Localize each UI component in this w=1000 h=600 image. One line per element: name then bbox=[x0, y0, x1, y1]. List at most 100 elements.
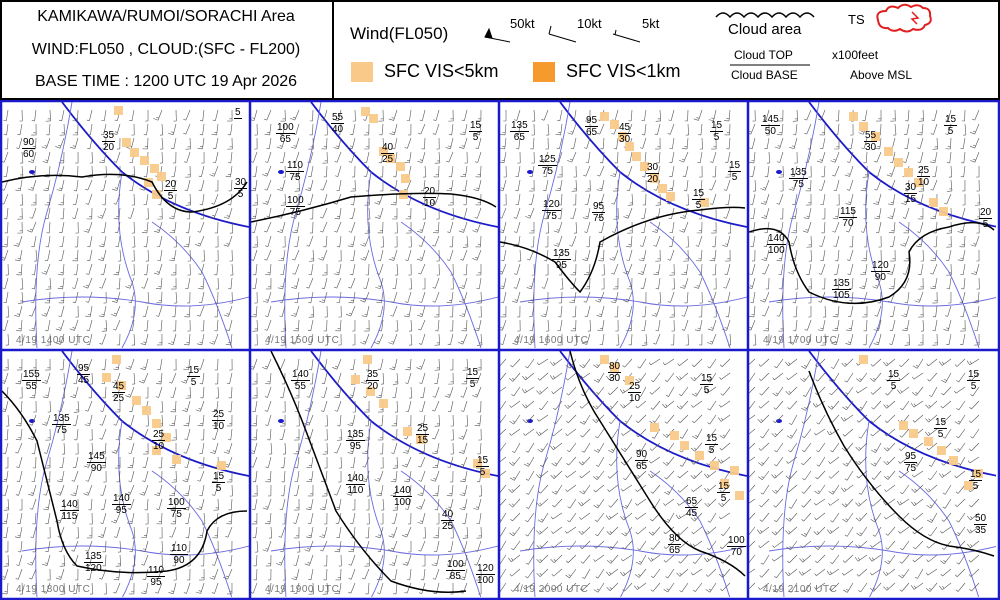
wind-barb-icon bbox=[267, 151, 272, 163]
wind-barb-icon bbox=[450, 540, 454, 552]
wind-barb-flag-icon bbox=[44, 562, 48, 564]
wind-barb-flag-icon bbox=[567, 159, 572, 163]
wind-barb-flag-icon bbox=[262, 174, 268, 177]
wind-barb-flag-icon bbox=[888, 188, 892, 191]
wind-barb-flag-icon bbox=[29, 217, 33, 219]
wind-barb-icon bbox=[436, 540, 440, 552]
wind-barb-flag-icon bbox=[653, 342, 657, 345]
wind-barb-icon bbox=[821, 263, 826, 275]
wind-barb-flag-icon bbox=[362, 298, 366, 301]
wind-barb-flag-icon bbox=[613, 299, 617, 301]
wind-barb-icon bbox=[586, 221, 591, 233]
wind-barb-flag-icon bbox=[889, 271, 893, 273]
wind-barb-icon bbox=[571, 235, 577, 247]
wind-barb-flag-icon bbox=[973, 243, 977, 245]
boundary-line bbox=[649, 221, 731, 348]
wind-barb-flag-icon bbox=[500, 189, 504, 191]
wind-barb-icon bbox=[598, 456, 605, 467]
wind-barb-flag-icon bbox=[805, 229, 809, 231]
wind-barb-icon bbox=[707, 470, 717, 478]
wind-barb-icon bbox=[312, 123, 314, 136]
wind-barb-flag-icon bbox=[154, 230, 160, 233]
cloud-base-value: 25 bbox=[113, 393, 125, 404]
wind-barb-flag-icon bbox=[819, 147, 823, 150]
wind-barb-flag-icon bbox=[169, 259, 175, 262]
boundary-line bbox=[898, 221, 980, 348]
wind-barb-flag-icon bbox=[142, 315, 146, 317]
wind-barb-icon bbox=[312, 305, 315, 317]
cloud-top-value: 140 bbox=[346, 473, 365, 485]
wind-barb-flag-icon bbox=[319, 301, 325, 303]
wind-barb-icon bbox=[524, 386, 535, 394]
wind-barb-icon bbox=[964, 235, 966, 248]
wind-barb-icon bbox=[102, 484, 107, 496]
wind-barb-icon bbox=[934, 277, 938, 289]
cloud-base-value: 110 bbox=[347, 485, 364, 496]
wind-barb-icon bbox=[821, 179, 826, 191]
wind-barb-icon bbox=[613, 263, 619, 275]
wind-barb-flag-icon bbox=[290, 117, 295, 121]
cloud-height-label: 140 100 bbox=[767, 233, 786, 256]
wind-barb-icon bbox=[976, 305, 980, 317]
wind-barb-flag-icon bbox=[363, 257, 367, 259]
wind-barb-flag-icon bbox=[599, 313, 602, 315]
wind-barb-flag-icon bbox=[556, 147, 560, 149]
wind-barb-flag-icon bbox=[293, 564, 297, 566]
cloud-top-value: 15 bbox=[212, 471, 226, 483]
wind-barb-flag-icon bbox=[306, 466, 312, 469]
wind-barb-icon bbox=[19, 526, 23, 538]
wind-barb-icon bbox=[795, 319, 798, 331]
wind-barb-icon bbox=[6, 235, 9, 247]
wind-barb-flag-icon bbox=[41, 314, 47, 317]
wind-barb-flag-icon bbox=[462, 506, 466, 508]
wind-barb-flag-icon bbox=[153, 272, 159, 275]
wind-barb-flag-icon bbox=[58, 173, 62, 175]
wind-barb-icon bbox=[552, 526, 563, 534]
wind-barb-icon bbox=[340, 428, 343, 440]
wind-barb-flag-icon bbox=[566, 463, 569, 466]
wind-barb-flag-icon bbox=[580, 435, 583, 438]
wind-barb-icon bbox=[764, 263, 770, 275]
wind-barb-flag-icon bbox=[635, 489, 638, 492]
wind-barb-icon bbox=[19, 512, 23, 524]
wind-barb-flag-icon bbox=[73, 394, 76, 396]
cloud-base-value: 15 bbox=[417, 435, 429, 446]
wind-barb-icon bbox=[810, 249, 812, 261]
wind-barb-flag-icon bbox=[276, 563, 282, 566]
wind-barb-flag-icon bbox=[226, 243, 230, 245]
wind-barb-flag-icon bbox=[15, 451, 18, 454]
wind-barb-flag-icon bbox=[650, 518, 653, 522]
wind-barb-flag-icon bbox=[816, 160, 822, 163]
wind-barb-flag-icon bbox=[280, 396, 284, 399]
wind-barb-flag-icon bbox=[72, 217, 76, 219]
wind-barb-icon bbox=[752, 193, 756, 205]
cloud-top-value: 15 bbox=[710, 120, 724, 132]
cloud-base-value: 75 bbox=[170, 509, 182, 520]
wind-barb-flag-icon bbox=[69, 328, 75, 331]
wind-barb-icon bbox=[172, 333, 177, 345]
wind-barb-flag-icon bbox=[724, 327, 728, 329]
wind-barb-flag-icon bbox=[390, 189, 396, 192]
wind-barb-icon bbox=[480, 484, 483, 496]
wind-barb-flag-icon bbox=[607, 476, 611, 479]
wind-barb-flag-icon bbox=[764, 257, 767, 259]
wind-barb-icon bbox=[161, 456, 163, 469]
wind-barb-icon bbox=[463, 291, 468, 303]
wind-barb-flag-icon bbox=[143, 341, 147, 343]
wind-barb-flag-icon bbox=[709, 260, 715, 262]
forecast-panel: 4/19 1500 UTC 100 65 55 40 15 5 110 75 40 25 100 75… bbox=[251, 102, 498, 348]
wind-barb-flag-icon bbox=[262, 507, 268, 510]
cloud-base-value: 10 bbox=[424, 198, 436, 209]
wind-barb-icon bbox=[553, 442, 563, 450]
wind-barb-icon bbox=[503, 221, 507, 233]
cloud-base-value: 95 bbox=[150, 577, 162, 588]
vis-under-5km-cell bbox=[351, 375, 360, 384]
wind-barb-flag-icon bbox=[596, 448, 600, 451]
wind-barb-icon bbox=[434, 291, 440, 303]
cloud-top-value: 145 bbox=[87, 451, 106, 463]
wind-barb-icon bbox=[891, 263, 896, 275]
wind-barb-icon bbox=[269, 123, 272, 135]
wind-barb-flag-icon bbox=[749, 285, 753, 287]
wind-barb-flag-icon bbox=[265, 315, 269, 317]
cloud-base-value: 85 bbox=[449, 571, 461, 582]
